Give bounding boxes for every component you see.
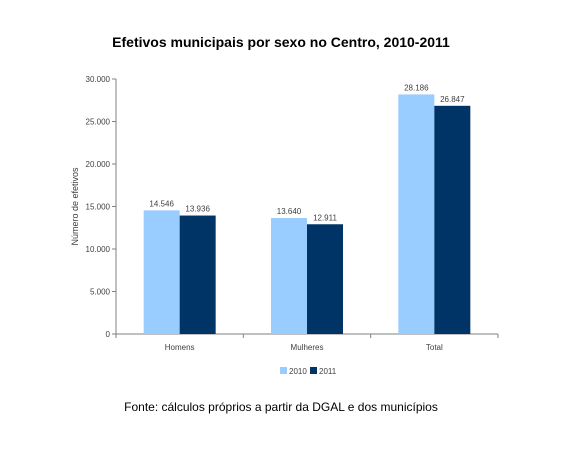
bar-2011-total <box>434 105 471 334</box>
x-tick-label: Homens <box>165 343 195 352</box>
legend-swatch-2010 <box>280 367 287 374</box>
data-label: 28.186 <box>404 83 429 92</box>
legend-swatch-2011 <box>310 367 317 374</box>
bar-2011-homens <box>179 215 216 334</box>
legend-label-2010: 2010 <box>289 367 307 376</box>
data-label: 13.936 <box>185 205 210 214</box>
y-axis-title: Número de efetivos <box>70 167 80 246</box>
data-label: 14.546 <box>149 199 174 208</box>
y-tick-label: 10.000 <box>86 245 111 254</box>
y-tick-label: 30.000 <box>86 75 111 84</box>
data-label: 12.911 <box>313 213 337 222</box>
y-tick-label: 5.000 <box>90 288 111 297</box>
y-tick-label: 0 <box>106 330 111 339</box>
legend-label-2011: 2011 <box>319 367 337 376</box>
data-label: 26.847 <box>440 95 465 104</box>
bar-2010-total <box>398 94 435 334</box>
chart-title: Efetivos municipais por sexo no Centro, … <box>112 34 450 50</box>
y-tick-label: 15.000 <box>86 203 111 212</box>
y-tick-label: 25.000 <box>86 118 111 127</box>
x-tick-label: Total <box>426 343 443 352</box>
x-tick-label: Mulheres <box>291 343 324 352</box>
bar-2011-mulheres <box>307 224 343 334</box>
y-tick-label: 20.000 <box>86 160 111 169</box>
bar-2010-homens <box>143 210 180 334</box>
bar-2010-mulheres <box>271 218 307 334</box>
data-label: 13.640 <box>277 207 302 216</box>
source-note: Fonte: cálculos próprios a partir da DGA… <box>124 400 438 414</box>
